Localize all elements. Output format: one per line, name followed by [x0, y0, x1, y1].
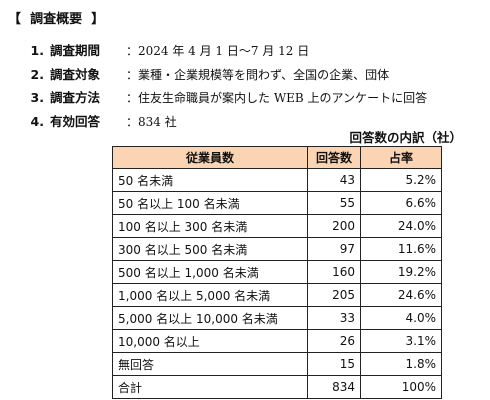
cell-category: 10,000 名以上	[112, 329, 308, 353]
cell-share: 1.8%	[360, 352, 442, 376]
cell-category: 無回答	[112, 352, 308, 376]
cell-count: 160	[307, 260, 361, 284]
cell-count: 200	[307, 214, 361, 238]
section-title: 調査概要	[30, 12, 83, 27]
table-caption: 回答数の内訳（社）	[349, 130, 462, 145]
survey-overview-list: 1. 調査期間 ：2024 年 4 月 1 日～7 月 12 日 2. 調査対象…	[16, 40, 428, 135]
cell-count: 15	[307, 352, 361, 376]
header-count: 回答数	[307, 146, 361, 169]
cell-category: 500 名以上 1,000 名未満	[112, 260, 308, 284]
item-number: 2.	[30, 66, 44, 82]
cell-share: 11.6%	[360, 237, 442, 261]
cell-count: 97	[307, 237, 361, 261]
cell-share: 24.0%	[360, 214, 442, 238]
cell-share: 19.2%	[360, 260, 442, 284]
overview-item-target: 2. 調査対象 ：業種・企業規模等を問わず、全国の企業、団体	[16, 64, 427, 88]
overview-item-period: 1. 調査期間 ：2024 年 4 月 1 日～7 月 12 日	[16, 40, 427, 64]
cell-count: 55	[307, 191, 361, 215]
table-row: 100 名以上 300 名未満 200 24.0%	[112, 214, 442, 238]
item-label: 調査方法	[50, 90, 101, 105]
overview-item-method: 3. 調査方法 ：住友生命職員が案内した WEB 上のアンケートに回答	[16, 87, 428, 111]
item-label: 調査期間	[50, 43, 101, 58]
item-value: ：住友生命職員が案内した WEB 上のアンケートに回答	[126, 91, 428, 105]
table-total-row: 合計 834 100%	[112, 375, 442, 399]
item-number: 4.	[30, 113, 44, 129]
table-row: 50 名以上 100 名未満 55 6.6%	[112, 191, 442, 215]
table-row: 5,000 名以上 10,000 名未満 33 4.0%	[112, 306, 442, 330]
cell-share: 4.0%	[360, 306, 442, 330]
cell-count: 33	[307, 306, 361, 330]
table-row: 500 名以上 1,000 名未満 160 19.2%	[112, 260, 442, 284]
cell-category: 1,000 名以上 5,000 名未満	[112, 283, 308, 307]
table-row: 1,000 名以上 5,000 名未満 205 24.6%	[112, 283, 442, 307]
cell-category: 5,000 名以上 10,000 名未満	[112, 306, 308, 330]
header-share: 占率	[360, 146, 442, 169]
item-number: 3.	[30, 90, 44, 105]
response-breakdown-table: 従業員数 回答数 占率 50 名未満 43 5.2% 50 名以上 100 名未…	[112, 146, 442, 399]
cell-count: 205	[307, 283, 361, 307]
cell-share: 100%	[360, 375, 442, 399]
item-number: 1.	[30, 43, 44, 58]
cell-count: 43	[307, 168, 361, 192]
table-row: 300 名以上 500 名未満 97 11.6%	[112, 237, 442, 261]
table-row: 50 名未満 43 5.2%	[112, 168, 442, 192]
item-label: 調査対象	[50, 66, 101, 82]
item-value: ：2024 年 4 月 1 日～7 月 12 日	[126, 44, 310, 58]
cell-category: 50 名以上 100 名未満	[112, 191, 308, 215]
cell-category: 300 名以上 500 名未満	[112, 237, 308, 261]
cell-category: 合計	[112, 375, 308, 399]
cell-share: 24.6%	[360, 283, 442, 307]
table-header-row: 従業員数 回答数 占率	[112, 146, 442, 169]
table-row: 10,000 名以上 26 3.1%	[112, 329, 442, 353]
item-value: ：業種・企業規模等を問わず、全国の企業、団体	[126, 67, 390, 82]
item-value: ：834 社	[126, 114, 177, 129]
open-bracket: 【	[8, 12, 22, 27]
cell-count: 834	[307, 375, 361, 399]
overview-item-responses: 4. 有効回答 ：834 社	[16, 111, 427, 135]
item-label: 有効回答	[50, 113, 101, 129]
cell-share: 6.6%	[360, 191, 442, 215]
section-heading: 【 調査概要 】	[8, 8, 104, 27]
cell-share: 5.2%	[360, 168, 442, 192]
cell-category: 100 名以上 300 名未満	[112, 214, 308, 238]
close-bracket: 】	[91, 12, 105, 27]
cell-count: 26	[307, 329, 361, 353]
table-row: 無回答 15 1.8%	[112, 352, 442, 376]
cell-category: 50 名未満	[112, 168, 308, 192]
header-employees: 従業員数	[112, 146, 308, 169]
cell-share: 3.1%	[360, 329, 442, 353]
